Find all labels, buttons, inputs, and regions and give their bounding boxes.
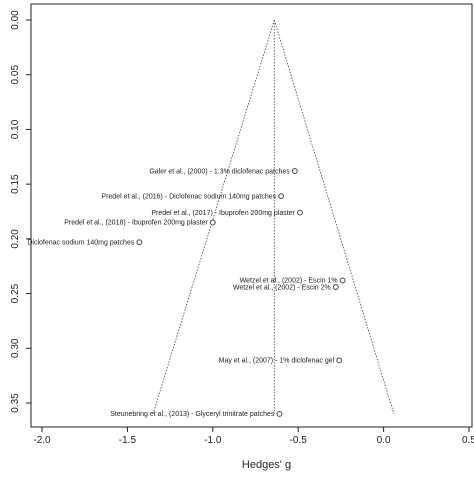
plot-frame-layer (30, 3, 473, 428)
y-axis-tick-label: 0.10 (10, 119, 21, 139)
x-axis-tick-label: 0.5 (462, 435, 474, 446)
axes-layer: -2.0 -1.5 -1.0 -0.5 0.0 0.5 0.00 0.05 0.10 0.15 0.… (10, 10, 474, 446)
x-axis-tick-label: -0.5 (290, 435, 308, 446)
data-point (296, 209, 303, 216)
data-point (332, 284, 339, 290)
y-axis-tick-label: 0.30 (10, 338, 21, 358)
data-point (291, 168, 298, 174)
funnel-left-boundary (152, 19, 275, 415)
data-point-label: Steunebring et al., (2013) - Glyceryl tr… (110, 411, 275, 418)
y-axis-tick-label: 0.05 (10, 65, 21, 85)
data-point-label: Predel et al., (2018) - Ibuprofen 200mg … (64, 220, 208, 227)
x-axis-tick-label: -2.0 (33, 435, 51, 446)
funnel-layer (152, 19, 395, 415)
data-point-label: Diclofenac sodium 140mg patches (27, 239, 135, 246)
data-point-label: Predel et al., (2017) - Ibuprofen 200mg … (151, 210, 295, 217)
data-point (336, 357, 343, 364)
x-axis-tick-label: -1.0 (204, 435, 222, 446)
data-point-label: May et al., (2007) - 1% diclofenac gel (219, 358, 335, 365)
y-axis-tick-label: 0.25 (10, 283, 21, 303)
data-point (339, 277, 346, 284)
data-point (276, 410, 283, 417)
data-point-label: Wetzel et al., (2002) - Escin 2% (233, 284, 331, 291)
data-point (136, 239, 143, 246)
x-axis-tick-label: -1.5 (119, 435, 137, 446)
y-axis-tick-label: 0.20 (10, 229, 21, 249)
x-axis-title: Hedges' g (242, 459, 291, 471)
plot-border (30, 3, 473, 428)
data-point-label: Wetzel et al., (2002) - Escin 1% (240, 278, 338, 285)
y-axis-tick-label: 0.15 (10, 174, 21, 194)
points-layer: Galer et al., (2000) - 1.3% diclofenac p… (27, 168, 346, 418)
funnel-right-boundary (273, 19, 395, 415)
y-axis-tick-label: 0.00 (10, 10, 21, 30)
data-point-label: Galer et al., (2000) - 1.3% diclofenac p… (149, 168, 290, 175)
y-axis-tick-label: 0.35 (10, 393, 21, 413)
x-axis-tick-label: 0.0 (377, 435, 391, 446)
data-point (278, 193, 285, 200)
data-point (209, 219, 216, 226)
data-point-label: Predel et al., (2016) - Diclofenac sodiu… (101, 193, 276, 200)
